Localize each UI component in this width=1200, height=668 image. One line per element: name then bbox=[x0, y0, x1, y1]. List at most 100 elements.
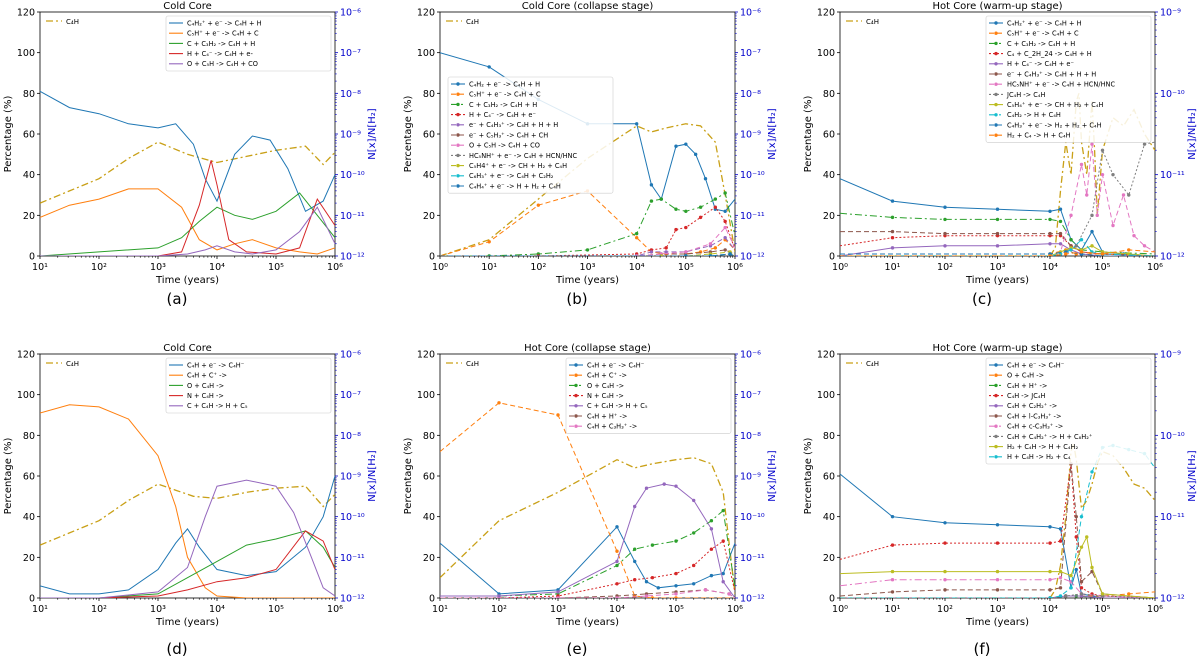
data-point bbox=[1100, 172, 1105, 177]
x-axis-label: Time (years) bbox=[555, 275, 619, 286]
legend-marker bbox=[994, 113, 998, 117]
x-tick-label: 10¹ bbox=[481, 262, 497, 273]
data-point bbox=[1074, 567, 1078, 572]
series-line bbox=[40, 141, 335, 204]
x-tick-label: 10⁰ bbox=[832, 604, 848, 615]
x-tick-label: 10² bbox=[530, 262, 546, 273]
data-point bbox=[1079, 250, 1084, 254]
y2-tick-label: 10⁻¹¹ bbox=[340, 211, 365, 222]
data-point bbox=[615, 559, 619, 564]
data-point bbox=[1048, 596, 1052, 598]
legend-label: C₄H bbox=[866, 360, 879, 368]
chart-title: Hot Core (warm-up stage) bbox=[932, 343, 1062, 354]
legend-label: C₅H⁺ + e⁻ -> C₄H + C bbox=[1007, 30, 1079, 38]
data-point bbox=[615, 525, 619, 529]
y-axis-label: Percentage (%) bbox=[403, 438, 414, 515]
y2-tick-label: 10⁻¹¹ bbox=[1160, 170, 1185, 181]
data-point bbox=[1064, 252, 1068, 256]
data-point bbox=[995, 523, 1000, 527]
data-point bbox=[1048, 209, 1052, 213]
data-point bbox=[1069, 238, 1073, 242]
data-point bbox=[487, 240, 491, 244]
x-tick-label: 10⁰ bbox=[832, 262, 848, 273]
series-line bbox=[40, 530, 335, 598]
data-point bbox=[1069, 213, 1073, 218]
y2-tick-label: 10⁻¹¹ bbox=[1160, 512, 1185, 523]
series-line bbox=[40, 192, 335, 256]
legend-label: O + C₅H -> C₄H + CO bbox=[187, 60, 258, 68]
data-point bbox=[721, 508, 725, 513]
y2-tick-label: 10⁻⁶ bbox=[740, 350, 761, 361]
legend-label: O + C₅H -> C₄H + CO bbox=[469, 142, 540, 150]
data-point bbox=[1058, 527, 1063, 531]
legend-label: C₄H₂⁺ + e⁻ -> C₄H + H bbox=[1007, 19, 1082, 27]
legend-box bbox=[165, 15, 332, 72]
series-line bbox=[440, 457, 735, 594]
legend-label: C₄H + H⁺ -> bbox=[1007, 382, 1047, 390]
y-tick-label: 100 bbox=[17, 48, 35, 59]
series-line bbox=[40, 530, 335, 598]
x-tick-label: 10⁴ bbox=[629, 262, 645, 273]
legend-label: C₄H₂ + e⁻ -> C₄H + H bbox=[469, 80, 540, 88]
legend-label: C₄H₂⁺ + e⁻ -> C₄H + H bbox=[187, 19, 262, 27]
data-point bbox=[995, 569, 1000, 574]
y-tick-label: 40 bbox=[423, 170, 435, 181]
x-tick-label: 10⁵ bbox=[1095, 604, 1111, 615]
legend-marker bbox=[994, 133, 998, 137]
legend-marker bbox=[994, 383, 998, 388]
y-tick-label: 0 bbox=[829, 252, 835, 263]
y-tick-label: 100 bbox=[817, 48, 835, 59]
data-layer bbox=[440, 401, 735, 598]
legend-reactions: C₄H + e⁻ -> C₄H⁻ O + C₄H -> C₄H + H⁺ -> C₄H… bbox=[985, 357, 1152, 465]
y2-tick-label: 10⁻¹⁰ bbox=[1160, 89, 1185, 100]
data-point bbox=[674, 571, 678, 576]
x-tick-label: 10¹ bbox=[885, 604, 901, 615]
data-point bbox=[674, 144, 678, 148]
data-point bbox=[1074, 244, 1078, 248]
data-point bbox=[1048, 541, 1052, 545]
data-point bbox=[708, 242, 713, 246]
data-point bbox=[1074, 514, 1078, 519]
panel-label: (f) bbox=[974, 640, 991, 658]
x-tick-label: 10³ bbox=[150, 604, 166, 615]
legend-label: C₄H + C⁺ -> bbox=[187, 372, 227, 380]
legend-marker bbox=[574, 393, 578, 398]
data-point bbox=[633, 504, 637, 509]
legend-reactions: C₄H + e⁻ -> C₄H⁻ C₄H + C⁺ -> O + C₄H -> N +… bbox=[565, 357, 732, 434]
data-point bbox=[649, 199, 654, 203]
legend-label: C + C₃H₂ -> C₄H + H bbox=[469, 101, 537, 109]
data-point bbox=[890, 246, 895, 250]
y-tick-label: 120 bbox=[417, 350, 435, 361]
legend-marker bbox=[456, 184, 460, 188]
data-point bbox=[943, 569, 947, 574]
data-point bbox=[1090, 244, 1094, 248]
x-tick-label: 10⁶ bbox=[327, 604, 343, 615]
data-point bbox=[943, 217, 947, 222]
data-point bbox=[708, 254, 713, 256]
legend-label: C₄H + C⁺ -> bbox=[587, 372, 627, 380]
legend-label: C₄H bbox=[466, 18, 479, 26]
legend-label: C₄H -> JC₄H bbox=[1007, 392, 1045, 400]
data-point bbox=[644, 594, 649, 598]
data-point bbox=[1100, 252, 1105, 256]
y2-axis-label: N[x]/N[H₂] bbox=[1187, 108, 1198, 159]
x-tick-label: 10¹ bbox=[432, 604, 448, 615]
legend-label: H + C₄⁻ -> C₄H + e⁻ bbox=[469, 111, 536, 119]
legend-reactions: C₄H₂⁺ + e⁻ -> C₄H + H C₅H⁺ + e⁻ -> C₄H + … bbox=[985, 15, 1152, 143]
x-tick-label: 10³ bbox=[150, 262, 166, 273]
y2-tick-label: 10⁻⁶ bbox=[340, 8, 361, 19]
data-point bbox=[890, 543, 895, 547]
legend-marker bbox=[456, 163, 460, 168]
legend-marker bbox=[994, 363, 998, 367]
y2-tick-label: 10⁻⁹ bbox=[340, 130, 361, 141]
data-point bbox=[727, 592, 731, 596]
x-axis-label: Time (years) bbox=[155, 275, 219, 286]
legend-label: C + C₄H -> H + C₅ bbox=[187, 402, 248, 410]
data-point bbox=[890, 514, 895, 519]
y2-tick-label: 10⁻⁸ bbox=[740, 89, 761, 100]
legend-label: HC₅NH⁺ + e⁻ -> C₄H + HCN/HNC bbox=[1007, 81, 1115, 89]
y2-axis-label: N[x]/N[H₂] bbox=[767, 108, 778, 159]
data-point bbox=[943, 578, 947, 582]
y-tick-label: 20 bbox=[423, 553, 435, 564]
series-line bbox=[40, 404, 335, 598]
